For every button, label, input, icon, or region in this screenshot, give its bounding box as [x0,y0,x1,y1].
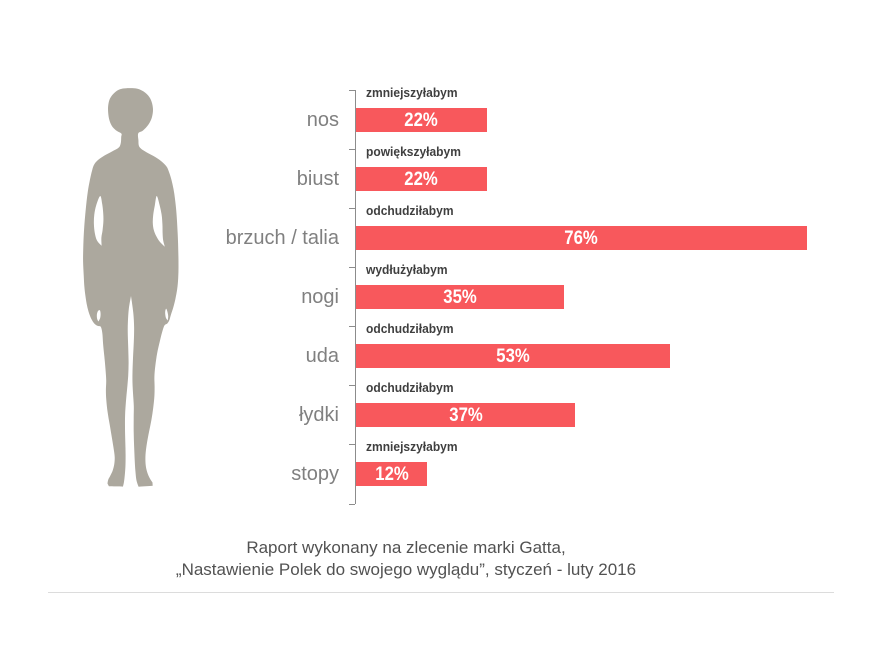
axis-tick [349,385,355,387]
bar-value-label: 12% [374,464,409,486]
bar: 35% [356,285,564,310]
axis-tick [349,149,355,151]
caption-line-2: „Nastawienie Polek do swojego wyglądu”, … [175,560,637,579]
silhouette-shape [83,88,179,487]
bar: 37% [356,403,576,428]
caption-line-1: Raport wykonany na zlecenie marki Gatta, [246,538,566,557]
category-label: uda [305,345,339,368]
bar: 12% [356,462,428,487]
bar-value-label: 22% [404,169,438,191]
bar-value-label: 22% [404,110,438,131]
series-label: zmniejszyłabym [366,439,458,454]
bar-value-label: 76% [564,228,599,250]
category-label: łydki [298,404,339,427]
bar: 53% [356,344,671,369]
series-label: powiększyłabym [366,143,461,159]
axis-tick [349,444,355,446]
bottom-divider-line [48,592,834,593]
bar-value-label: 35% [443,287,477,309]
bar: 22% [356,108,487,132]
source-caption: Raport wykonany na zlecenie marki Gatta,… [0,537,812,581]
bar: 76% [356,226,807,251]
series-label: odchudziłabym [366,202,454,218]
series-label: wydłużyłabym [366,261,448,277]
category-label: nogi [301,286,339,309]
series-label: odchudziłabym [366,380,454,395]
category-label: brzuch / talia [225,227,339,250]
series-label: zmniejszyłabym [366,84,458,100]
category-axis-line [355,90,356,504]
axis-tick [349,267,355,269]
axis-tick [349,208,355,210]
category-label: nos [306,109,339,131]
series-label: odchudziłabym [366,320,454,336]
category-label: biust [296,168,339,191]
bar: 22% [356,167,487,192]
axis-tick [349,503,355,505]
bar-value-label: 37% [448,405,483,427]
axis-tick [349,326,355,328]
bar-value-label: 53% [496,346,530,368]
category-label: stopy [291,463,339,486]
axis-tick [349,90,355,91]
